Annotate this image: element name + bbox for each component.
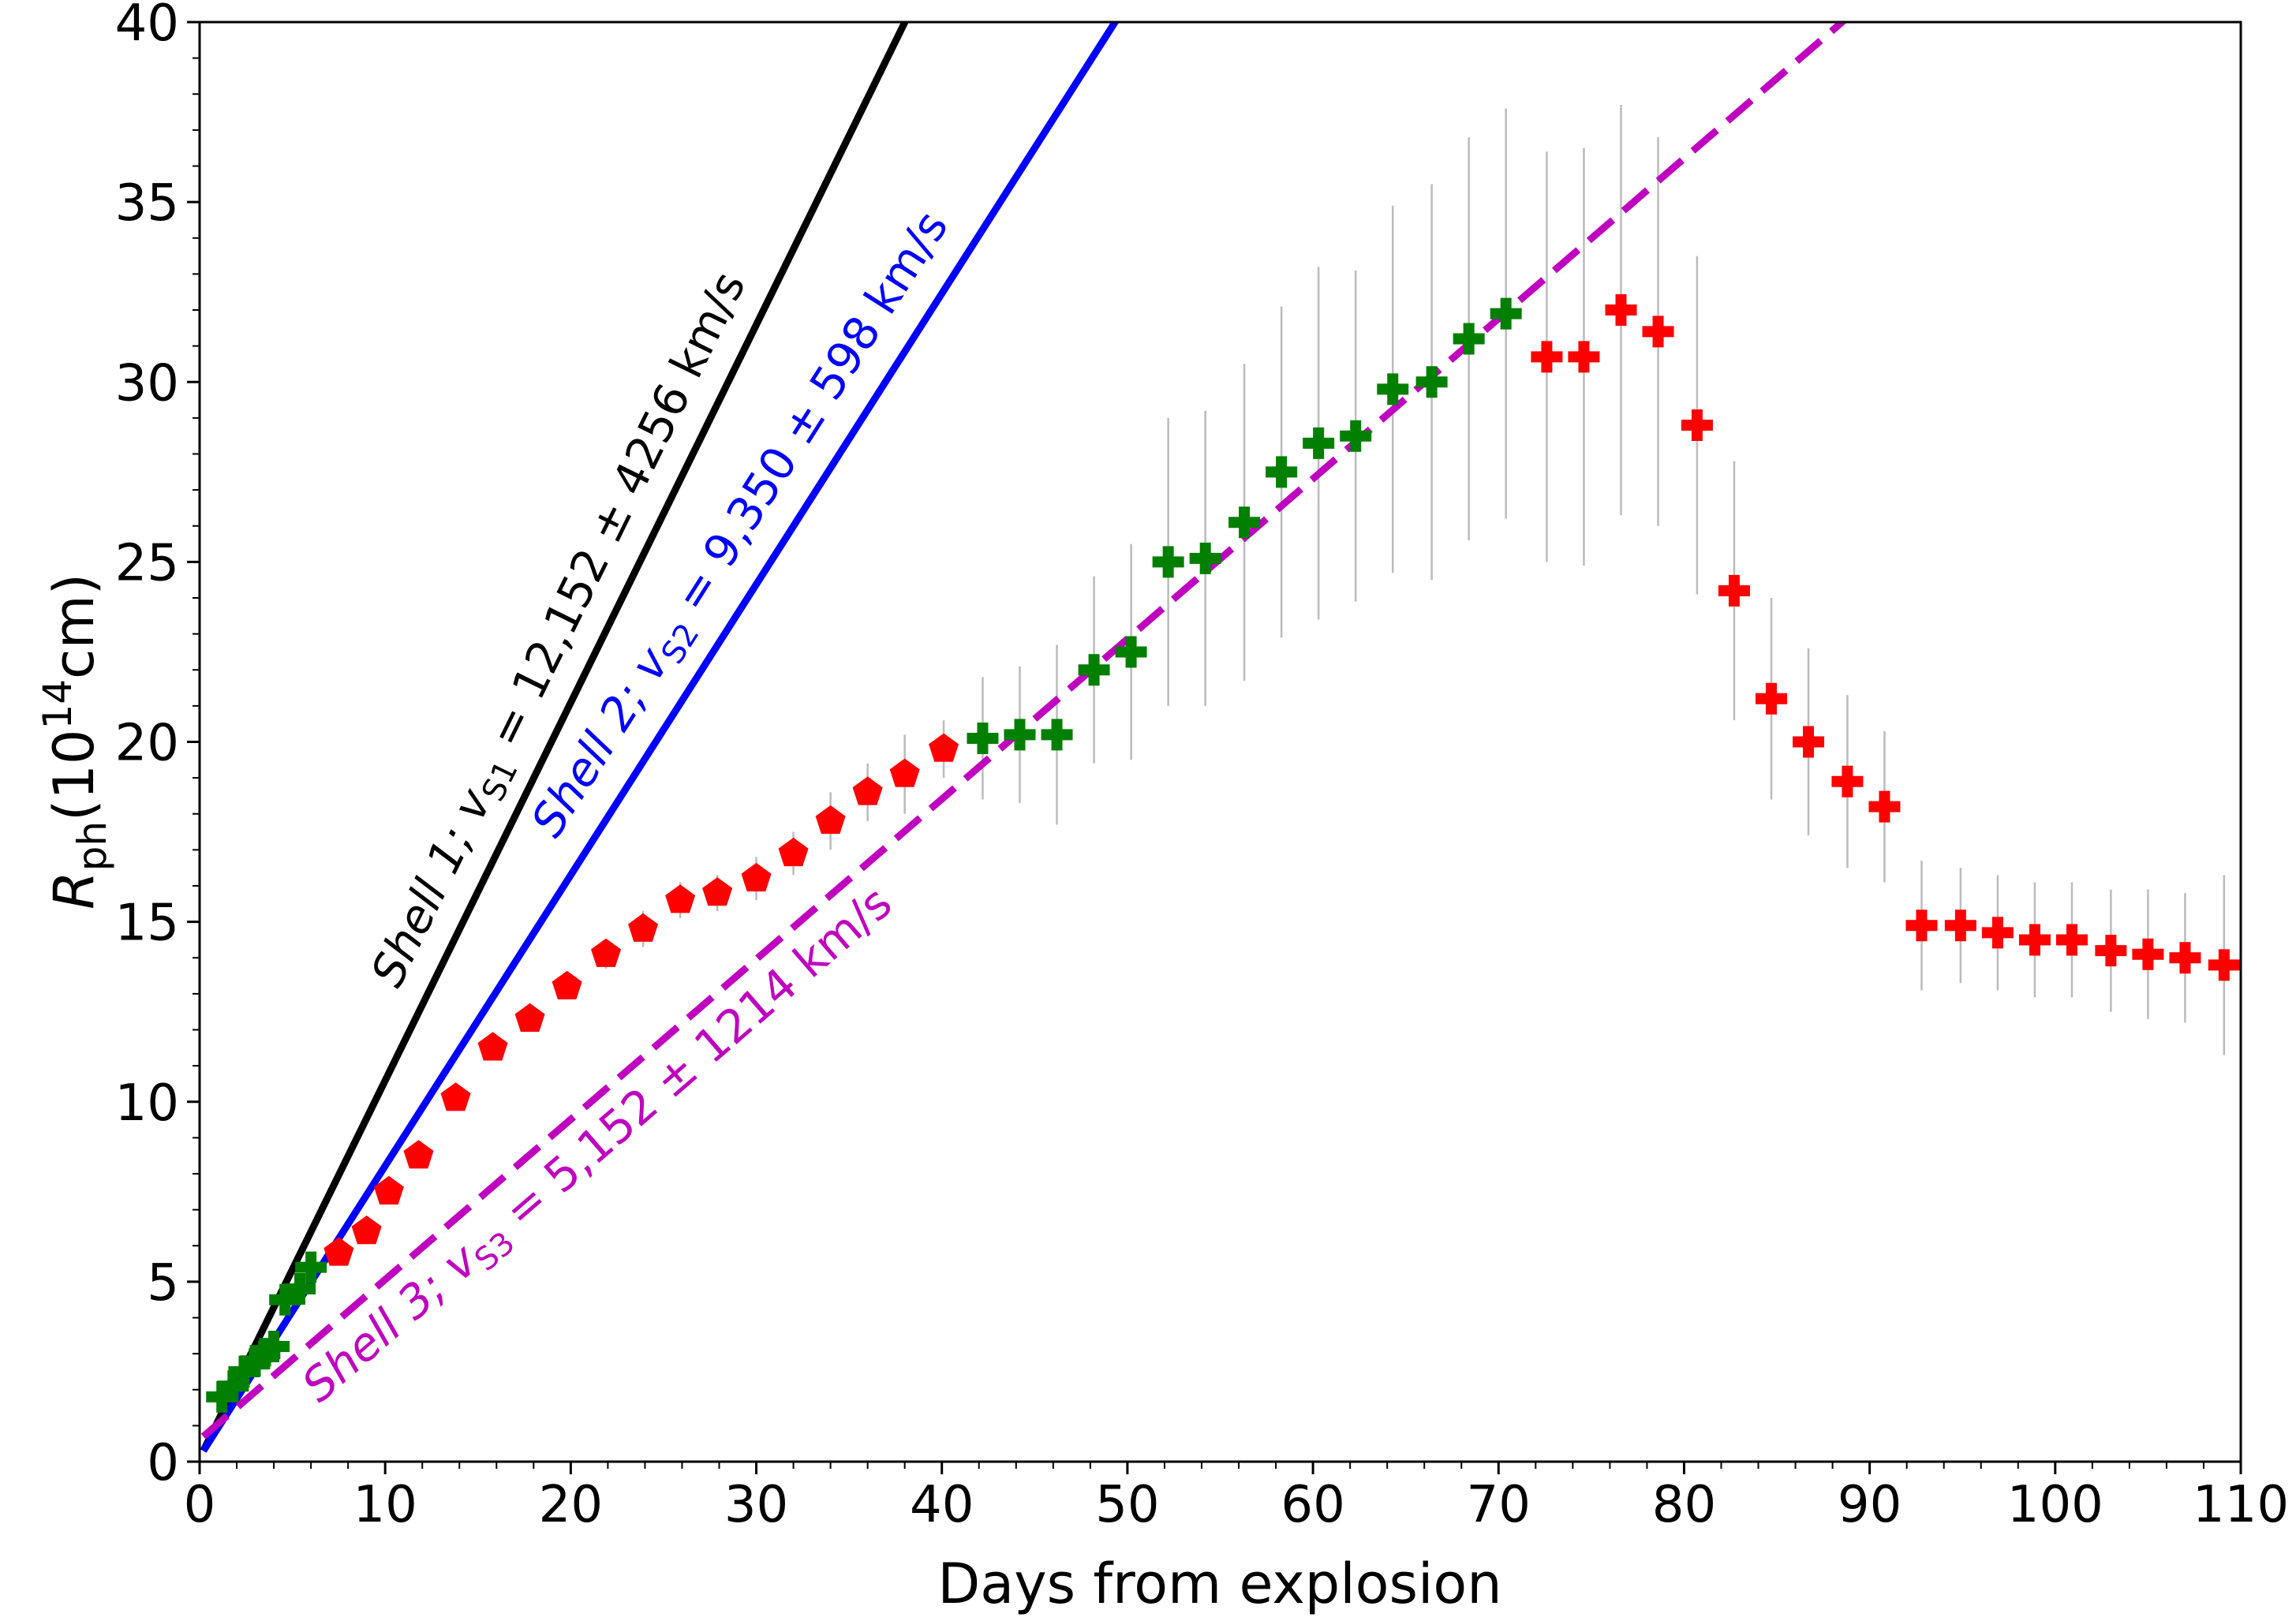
green-plus-marker [1490, 297, 1522, 330]
green-plus-marker [206, 1380, 238, 1413]
green-plus-marker [1152, 546, 1184, 578]
red-pentagon-marker [323, 1237, 354, 1266]
svg-text:Rph(1014cm): Rph(1014cm) [35, 573, 115, 909]
red-plus-marker [1568, 341, 1600, 373]
red-pentagon-marker [373, 1175, 404, 1205]
green-plus-marker [1041, 719, 1073, 751]
y-axis-paren-open: (10 [42, 730, 107, 821]
red-pentagon-marker [889, 758, 920, 787]
x-tick-label: 20 [539, 1476, 603, 1534]
green-plus-marker [1266, 456, 1298, 488]
green-plus-marker [249, 1338, 281, 1370]
x-tick-label: 70 [1467, 1476, 1531, 1534]
green-plus-marker [1228, 506, 1261, 539]
x-tick-label: 40 [910, 1476, 974, 1534]
green-plus-marker [1415, 366, 1448, 398]
red-plus-marker [1981, 917, 2014, 949]
fit-line-shell3 [200, 22, 1848, 1440]
red-plus-marker [1831, 765, 1864, 797]
green-plus-marker [269, 1283, 301, 1316]
green-plus-marker [1078, 654, 1110, 686]
red-pentagon-marker [815, 805, 846, 835]
red-plus-marker [2169, 942, 2201, 974]
y-tick-label: 30 [115, 354, 179, 413]
green-plus-marker [283, 1273, 316, 1305]
green-plus-marker [239, 1345, 271, 1377]
red-pentagon-marker [665, 884, 696, 913]
red-plus-marker [1793, 726, 1825, 758]
red-plus-marker [2095, 935, 2127, 967]
x-tick-label: 30 [724, 1476, 788, 1534]
red-pentagon-marker [403, 1140, 434, 1169]
y-tick-label: 0 [147, 1434, 179, 1492]
x-tick-label: 60 [1281, 1476, 1344, 1534]
y-tick-label: 15 [115, 895, 179, 953]
x-tick-label: 50 [1095, 1476, 1159, 1534]
x-tick-label: 80 [1652, 1476, 1716, 1534]
axis-ticks: 0 10 20 30 40 50 60 70 80 90 100 110 0 5 10 15 20 25 30 35 4… [115, 0, 2290, 1534]
red-plus-marker [2208, 949, 2240, 981]
green-plus-marker [967, 722, 999, 754]
x-tick-label: 110 [2193, 1476, 2289, 1534]
red-plus-marker [1642, 316, 1674, 348]
red-pentagon-marker [628, 913, 659, 942]
red-plus-marker [2055, 924, 2088, 956]
red-plus-marker [1944, 909, 1976, 942]
green-plus-marker [1189, 542, 1221, 574]
red-plus-marker [1905, 909, 1938, 942]
red-plus-marker [1531, 341, 1563, 373]
fit-line-shell2 [200, 22, 1120, 1453]
y-axis-symbol: R [42, 871, 107, 909]
x-tick-label: 100 [2007, 1476, 2103, 1534]
red-pentagon-marker [440, 1082, 471, 1111]
red-pentagon-marker [778, 837, 809, 867]
green-plus-marker [1453, 323, 1485, 355]
x-tick-label: 90 [1838, 1476, 1901, 1534]
fit-line-shell1 [200, 22, 909, 1453]
red-plus-marker [1718, 574, 1750, 607]
green-plus-marker [295, 1251, 327, 1283]
y-tick-label: 40 [115, 0, 179, 53]
x-tick-label: 10 [353, 1476, 417, 1534]
green-plus-marker [1303, 427, 1335, 459]
red-pentagon-marker [852, 776, 883, 805]
red-plus-marker [1605, 294, 1637, 326]
x-tick-label: 0 [184, 1476, 216, 1534]
x-axis-title: Days from explosion [937, 1552, 1501, 1616]
y-tick-label: 20 [115, 715, 179, 773]
green-plus-marker [1115, 636, 1147, 668]
red-pentagon-marker [741, 862, 772, 892]
y-axis-unit: cm) [42, 573, 107, 679]
red-pentagon-marker [351, 1216, 382, 1245]
green-plus-marker [1340, 420, 1372, 452]
red-plus-marker [1868, 790, 1901, 823]
y-tick-label: 35 [115, 174, 179, 233]
y-tick-label: 5 [147, 1254, 179, 1313]
red-pentagon-marker [477, 1032, 508, 1061]
y-tick-label: 10 [115, 1074, 179, 1133]
red-plus-marker [2018, 924, 2051, 956]
red-pentagon-marker [514, 1003, 545, 1032]
red-plus-marker [2132, 938, 2164, 970]
y-axis-title: Rph(1014cm) [35, 573, 115, 909]
green-plus-marker [258, 1331, 290, 1362]
green-plus-marker [1377, 373, 1409, 405]
green-plus-marker [228, 1355, 260, 1388]
marker-layer [206, 294, 2240, 1413]
red-pentagon-marker [591, 938, 622, 967]
red-pentagon-marker [702, 877, 733, 906]
y-axis-subscript: ph [69, 821, 115, 871]
y-tick-label: 25 [115, 534, 179, 592]
green-plus-marker [217, 1370, 249, 1403]
y-axis-superscript: 14 [35, 679, 80, 730]
red-plus-marker [1681, 409, 1713, 441]
red-pentagon-marker [552, 970, 582, 999]
red-plus-marker [1755, 682, 1787, 715]
red-pentagon-marker [929, 733, 959, 762]
fit-line-layer [200, 22, 1848, 1453]
green-plus-marker [1004, 719, 1036, 751]
